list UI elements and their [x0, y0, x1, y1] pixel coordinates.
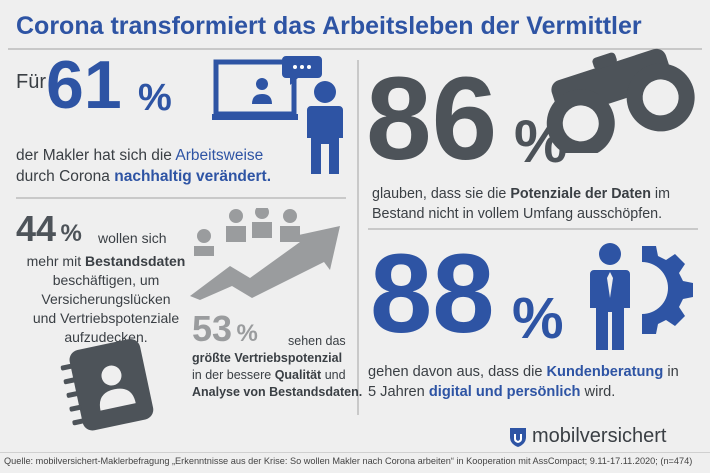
stat-53-line1: sehen das [288, 334, 346, 348]
stat-88-text-c: in [663, 364, 679, 380]
video-call-icon [212, 56, 343, 174]
shield-logo-icon [510, 428, 526, 447]
stat-44-percent: % [60, 220, 82, 247]
left-separator [16, 197, 346, 199]
stat-53-text-b: Vertriebspotenzial [230, 351, 343, 365]
stat-86-text: glauben, dass sie die Potenziale der Dat… [372, 184, 670, 224]
stat-53-text-d: Qualität [274, 368, 322, 382]
stat-88-text-d: 5 Jahren [368, 384, 429, 400]
right-separator [368, 228, 698, 230]
notebook-contact-icon [60, 339, 154, 431]
stat-53-text-a: größte [192, 351, 231, 365]
stat-44-line1: wollen sich [98, 230, 167, 246]
stat-44-number: 44 [16, 208, 57, 249]
stat-61-text-c: durch Corona [16, 168, 115, 185]
stat-44: 44 % wollen sich mehr mit Bestandsdaten … [16, 208, 196, 347]
stat-44-text-d: Versicherungslücken [41, 291, 171, 307]
businessman-gear-icon [590, 243, 693, 350]
stat-86-number: 86 [366, 53, 498, 185]
page-title: Corona transformiert das Arbeitsleben de… [16, 12, 642, 40]
stat-61-percent: % [138, 77, 172, 119]
stat-86-text-d: Bestand nicht in vollem Umfang ausschöpf… [372, 206, 663, 222]
stat-88-percent: % [512, 286, 564, 351]
stat-61-text-d: nachhaltig verändert. [114, 168, 271, 185]
binoculars-icon [546, 48, 695, 153]
stat-61-prefix: Für [16, 71, 46, 93]
stat-53-number: 53 [192, 308, 233, 349]
stat-88-text: gehen davon aus, dass die Kundenberatung… [368, 362, 679, 402]
source-footer: Quelle: mobilversichert-Maklerbefragung … [4, 456, 693, 466]
stat-44-text: mehr mit Bestandsdaten beschäftigen, um … [16, 252, 196, 347]
stat-53: 53 % sehen das größte Vertriebspotenzial… [192, 308, 362, 401]
stat-53-text-e: und [321, 368, 346, 382]
stat-44-text-c: beschäftigen, um [52, 272, 160, 288]
vertical-separator [357, 60, 359, 415]
stat-44-text-e: und Vertriebspotenziale [32, 310, 180, 326]
growth-arrow-icon [190, 208, 340, 300]
stat-88-number: 88 [370, 231, 495, 356]
stat-53-text-f: Analyse von Bestandsdaten. [192, 385, 363, 399]
stat-44-text-a: mehr mit [26, 253, 85, 269]
stat-61-number: 61 [46, 47, 122, 123]
stat-44-text-b: Bestandsdaten [84, 253, 186, 269]
stat-88-text-f: wird. [580, 384, 616, 400]
stat-61-text-b: Arbeitsweise [175, 147, 264, 164]
stat-86-text-b: Potenziale der Daten [510, 186, 651, 202]
footer-divider [0, 452, 710, 453]
stat-88-text-b: Kundenberatung [546, 364, 664, 380]
stat-53-percent: % [236, 320, 258, 347]
stat-61-text: der Makler hat sich die Arbeitsweise dur… [16, 145, 271, 187]
title-divider [8, 48, 702, 50]
stat-53-text-c: in der bessere [192, 368, 275, 382]
brand-name: mobilversichert [532, 425, 667, 447]
stat-88-text-a: gehen davon aus, dass die [368, 364, 547, 380]
stat-86-text-a: glauben, dass sie die [372, 186, 511, 202]
stat-86-text-c: im [650, 186, 670, 202]
stat-53-text: größte Vertriebspotenzial in der bessere… [192, 350, 362, 401]
stat-88-text-e: digital und persönlich [428, 384, 581, 400]
stat-61-text-a: der Makler hat sich die [16, 147, 176, 164]
stat-61: Für 61 % der Makler hat sich die Arbeits… [16, 51, 346, 195]
